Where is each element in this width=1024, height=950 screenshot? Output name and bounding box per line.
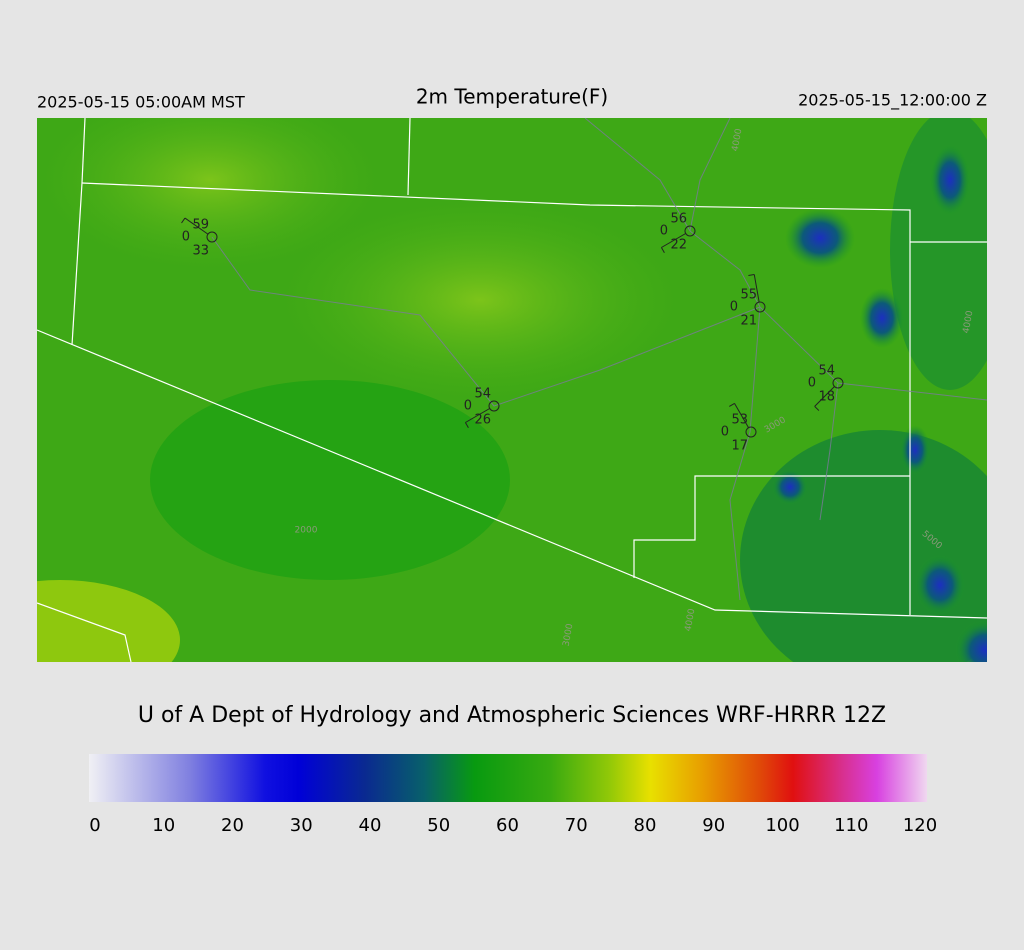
station-cloud: 0: [464, 399, 472, 414]
shade: [280, 200, 680, 400]
station-circle: [488, 400, 500, 412]
station-dewpoint: 18: [818, 390, 835, 405]
wind-barb: [465, 408, 490, 423]
wind-barb-tick: [181, 217, 186, 224]
station-cloud: 0: [721, 425, 729, 440]
contour-label: 4000: [731, 128, 745, 153]
colorbar-tick-label: 100: [765, 815, 799, 836]
wind-barb-tick: [748, 274, 755, 277]
station-cloud: 0: [660, 224, 668, 239]
colorbar-tick-label: 10: [152, 815, 175, 836]
shade: [37, 580, 180, 662]
station-dewpoint: 33: [192, 244, 209, 259]
station-temp: 59: [192, 218, 209, 233]
station-temp: 56: [670, 212, 687, 227]
title: 2m Temperature(F): [416, 85, 608, 109]
station-dewpoint: 26: [474, 413, 491, 428]
wind-barb: [814, 386, 835, 407]
station-cloud: 0: [808, 376, 816, 391]
wind-barb: [184, 217, 209, 235]
colorbar-tick-label: 30: [290, 815, 313, 836]
cold-spot: [915, 555, 965, 615]
wind-barb-tick: [729, 402, 735, 407]
wind-barb: [753, 274, 760, 303]
station-temp: 54: [818, 364, 835, 379]
borders: [37, 118, 987, 662]
cold-spot: [930, 145, 970, 215]
wind-barb-tick: [814, 405, 820, 411]
station-circle: [745, 426, 757, 438]
wind-barb: [661, 233, 686, 248]
cold-spot: [900, 425, 930, 475]
colorbar-ticks: 0 10 20 30 40 50 60 70 80 90 100 110 120: [89, 815, 937, 836]
station-temp: 55: [740, 288, 757, 303]
colorbar-tick-label: 120: [903, 815, 937, 836]
station-temp: 53: [731, 413, 748, 428]
cold-spot: [860, 288, 904, 348]
colorbar-tick-label: 0: [89, 815, 100, 836]
contour-label: 2000: [295, 526, 318, 536]
wind-barb: [734, 403, 749, 428]
colorbar-tick-label: 40: [359, 815, 382, 836]
station-circle: [684, 225, 696, 237]
station-dewpoint: 21: [740, 314, 757, 329]
valid-local: 2025-05-15 05:00AM MST: [37, 93, 245, 112]
station-circle: [832, 377, 844, 389]
station-dewpoint: 17: [731, 439, 748, 454]
shade: [40, 118, 380, 270]
colorbar-tick-label: 20: [221, 815, 244, 836]
contour-label: 4000: [684, 608, 698, 633]
contour-label: 4000: [962, 310, 976, 335]
cold-spot: [955, 620, 987, 662]
station-cloud: 0: [730, 300, 738, 315]
colorbar: [89, 754, 927, 802]
contour-label: 3000: [562, 623, 576, 648]
colorbar-tick-label: 90: [702, 815, 725, 836]
caption: U of A Dept of Hydrology and Atmospheric…: [138, 703, 886, 728]
cold-spot: [785, 208, 855, 268]
colorbar-tick-label: 110: [834, 815, 868, 836]
wind-barb-tick: [464, 422, 469, 428]
map: [37, 118, 987, 662]
station-circle: [206, 231, 218, 243]
station-cloud: 0: [182, 230, 190, 245]
cold-spot: [772, 469, 808, 505]
station-circle: [754, 301, 766, 313]
wind-barb-tick: [660, 247, 665, 253]
roads: [211, 118, 987, 601]
colorbar-tick-label: 50: [427, 815, 450, 836]
shade: [150, 380, 510, 580]
colorbar-tick-label: 80: [634, 815, 657, 836]
colorbar-tick-label: 70: [565, 815, 588, 836]
colorbar-tick-label: 60: [496, 815, 519, 836]
valid-utc: 2025-05-15_12:00:00 Z: [798, 91, 987, 111]
station-temp: 54: [474, 387, 491, 402]
station-dewpoint: 22: [670, 238, 687, 253]
